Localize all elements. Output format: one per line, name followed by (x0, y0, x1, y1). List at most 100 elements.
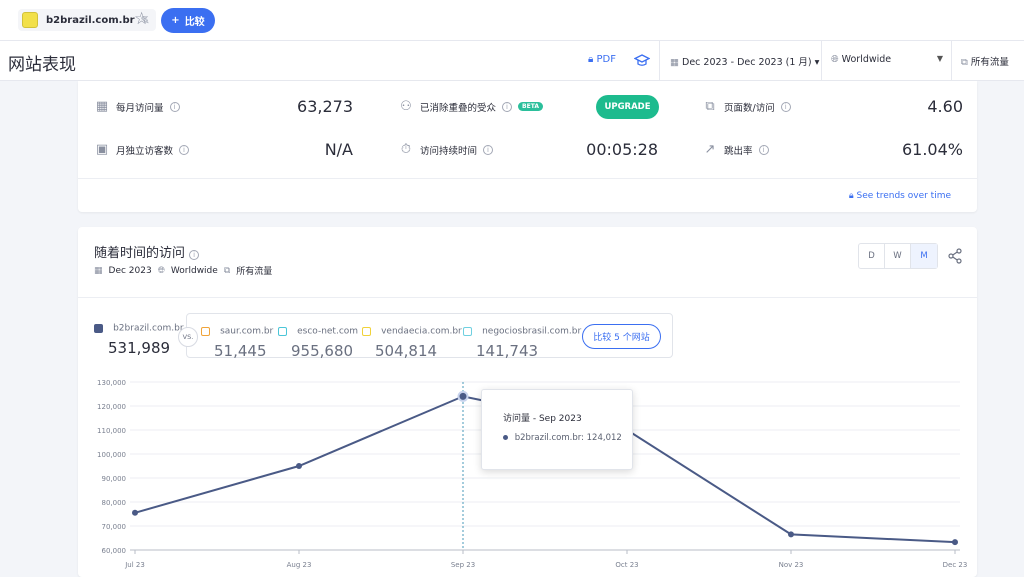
edit-pencil-icon[interactable]: ✎ (140, 13, 150, 27)
info-icon[interactable]: i (179, 144, 190, 155)
lock-icon: 🔒︎ (588, 54, 594, 65)
checkbox-icon[interactable] (278, 327, 287, 336)
bounce-rate-value: 61.04% (901, 140, 963, 159)
pages-icon: ⧉ (705, 99, 715, 114)
competitor-name: esco-net.com (297, 326, 359, 337)
competitor-value: 504,814 (375, 342, 438, 360)
bounce-rate-label: 跳出率 (724, 145, 753, 157)
competitors-box: saur.com.br 51,445 esco-net.com 955,680 … (186, 313, 673, 360)
card-date: Dec 2023 (108, 265, 152, 276)
card-region: Worldwide (170, 265, 218, 276)
info-icon[interactable]: i (169, 101, 180, 112)
granularity-week[interactable]: W (885, 244, 911, 268)
checkbox-icon[interactable] (201, 327, 210, 336)
pdf-label: PDF (596, 54, 616, 65)
pdf-button[interactable]: 🔒︎ PDF (588, 54, 616, 65)
dedup-audience-label: 已消除重叠的受众 (420, 102, 497, 114)
main-site-legend[interactable]: b2brazil.com.br 531,989 (94, 318, 184, 357)
card-meta: ▦ Dec 2023 🌐︎ Worldwide ⧉ 所有流量 (94, 264, 273, 278)
share-icon[interactable] (947, 248, 963, 264)
trend-arrow-icon: ↗ (704, 142, 716, 157)
pages-per-visit-value: 4.60 (927, 97, 963, 116)
checkbox-checked-icon[interactable] (94, 324, 103, 333)
chevron-down-icon: ▾ (814, 57, 820, 68)
pages-per-visit-metric: ⧉ 页面数/访问 i (702, 99, 791, 114)
calendar-icon: ▦ (94, 265, 103, 276)
granularity-month[interactable]: M (911, 244, 937, 268)
chevron-down-icon: ▼ (936, 54, 943, 63)
top-bar: b2brazil.com.br ✎ ☆ + 比较 (0, 0, 1024, 41)
id-card-icon: ▣ (95, 142, 109, 157)
competitor-value: 51,445 (214, 342, 267, 360)
dedup-audience-metric: ⚇ 已消除重叠的受众 i BETA (398, 99, 543, 114)
info-icon[interactable]: i (758, 144, 769, 155)
compare-button[interactable]: + 比较 (161, 8, 215, 33)
star-icon[interactable]: ☆ (134, 9, 150, 29)
page-title: 网站表现 (8, 55, 76, 75)
monthly-visits-value: 63,273 (297, 97, 353, 116)
users-icon: ⚇ (400, 99, 412, 114)
site-favicon-icon (22, 12, 38, 28)
graduation-cap-icon[interactable] (634, 54, 650, 68)
vs-badge: VS. (178, 327, 198, 347)
calendar-icon: ▦ (95, 99, 109, 114)
date-range-select[interactable]: ▦ Dec 2023 - Dec 2023 (1 月) ▾ (670, 54, 819, 68)
date-range-value: Dec 2023 - Dec 2023 (1 月) (682, 57, 812, 68)
site-chip[interactable]: b2brazil.com.br ✎ (18, 9, 156, 31)
monthly-visits-label: 每月访问量 (116, 102, 164, 114)
stopwatch-icon: ⏱︎ (400, 142, 412, 157)
unique-visitors-metric: ▣ 月独立访客数 i (94, 142, 190, 157)
competitor-name: vendaecia.com.br (381, 326, 462, 337)
card-title-text: 随着时间的访问 (94, 246, 186, 261)
series-dot-icon (503, 435, 508, 440)
devices-icon: ⧉ (961, 57, 968, 68)
competitor-value: 141,743 (476, 342, 539, 360)
lock-icon: 🔒︎ (848, 191, 854, 201)
traffic-select[interactable]: ⧉ 所有流量 (961, 54, 1009, 68)
competitor-3[interactable]: vendaecia.com.br 504,814 (362, 321, 462, 360)
compare-label: 比较 (184, 17, 205, 28)
divider (78, 178, 977, 179)
divider (78, 297, 977, 298)
granularity-day[interactable]: D (859, 244, 885, 268)
plus-icon: + (171, 15, 180, 26)
upgrade-button[interactable]: UPGRADE (596, 95, 659, 119)
card-traffic: 所有流量 (236, 267, 273, 277)
competitor-value: 955,680 (291, 342, 354, 360)
competitor-name: saur.com.br (220, 326, 274, 337)
info-icon[interactable]: i (502, 101, 513, 112)
visit-duration-value: 00:05:28 (586, 140, 658, 159)
competitor-2[interactable]: esco-net.com 955,680 (278, 321, 358, 360)
traffic-value: 所有流量 (970, 57, 1009, 68)
region-value: Worldwide (841, 54, 892, 65)
tooltip-title: 访问量 - Sep 2023 (503, 414, 582, 424)
pages-per-visit-label: 页面数/访问 (724, 102, 775, 114)
globe-icon: 🌐︎ (831, 54, 839, 65)
info-icon[interactable]: i (189, 250, 200, 260)
visit-duration-metric: ⏱︎ 访问持续时间 i (398, 142, 494, 157)
competitor-1[interactable]: saur.com.br 51,445 (201, 321, 273, 360)
competitor-4[interactable]: negociosbrasil.com.br 141,743 (463, 321, 581, 360)
metrics-card: ▦ 每月访问量 i 63,273 ▣ 月独立访客数 i N/A ⚇ 已消除重叠的… (78, 81, 977, 212)
info-icon[interactable]: i (483, 144, 494, 155)
main-site-name: b2brazil.com.br (113, 323, 184, 334)
granularity-toggle: D W M (858, 243, 938, 269)
compare-sites-button[interactable]: 比较 5 个网站 (582, 324, 661, 349)
beta-badge: BETA (518, 102, 543, 111)
main-site-value: 531,989 (108, 339, 171, 357)
checkbox-icon[interactable] (463, 327, 472, 336)
see-trends-label: See trends over time (856, 191, 951, 201)
checkbox-icon[interactable] (362, 327, 371, 336)
info-icon[interactable]: i (780, 101, 791, 112)
page-header: 网站表现 🔒︎ PDF ▦ Dec 2023 - Dec 2023 (1 月) … (0, 41, 1024, 81)
see-trends-link[interactable]: 🔒︎ See trends over time (849, 191, 951, 201)
visit-duration-label: 访问持续时间 (420, 145, 478, 157)
competitor-name: negociosbrasil.com.br (482, 326, 582, 337)
bounce-rate-metric: ↗ 跳出率 i (702, 142, 769, 157)
tooltip-value: b2brazil.com.br: 124,012 (514, 433, 622, 443)
tooltip-row: b2brazil.com.br: 124,012 (503, 433, 622, 443)
chart-tooltip: 访问量 - Sep 2023 b2brazil.com.br: 124,012 (481, 389, 633, 470)
card-title: 随着时间的访问 i (94, 242, 200, 261)
region-select[interactable]: 🌐︎ Worldwide ▼ (831, 54, 943, 65)
calendar-icon: ▦ (670, 57, 679, 68)
